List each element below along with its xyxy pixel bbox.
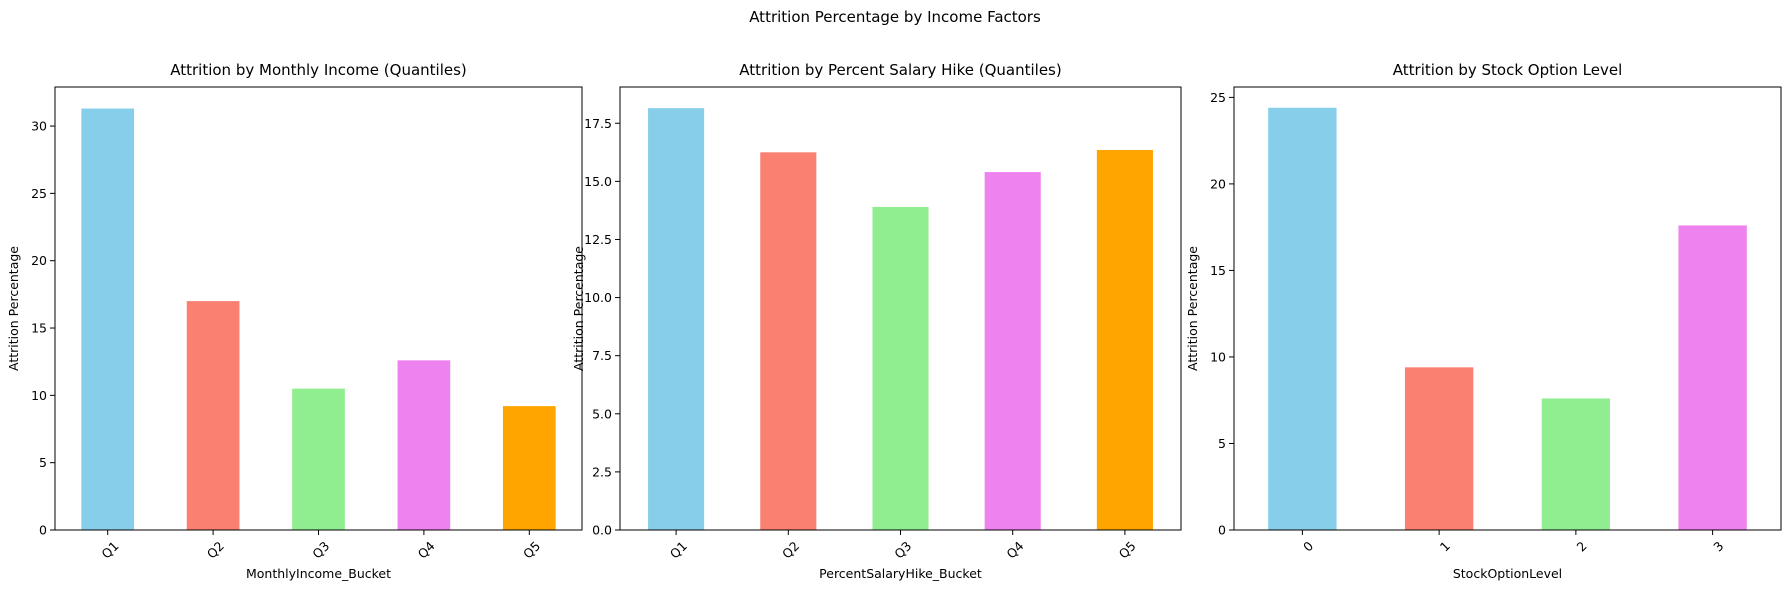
y-tick-label: 7.5	[592, 348, 612, 363]
y-tick-label: 15.0	[584, 174, 612, 189]
x-tick-label: 3	[1710, 538, 1726, 554]
x-tick-label: Q5	[520, 538, 543, 561]
chart-panel-3: Attrition by Stock Option Level051015202…	[1185, 61, 1782, 581]
bar-Q5	[1096, 149, 1153, 530]
x-tick-label: Q4	[415, 538, 438, 561]
y-tick-label: 0	[1218, 523, 1226, 538]
chart-title: Attrition by Stock Option Level	[1393, 61, 1622, 79]
bar-2	[1541, 398, 1611, 530]
chart-panel-2: Attrition by Percent Salary Hike (Quanti…	[571, 61, 1182, 581]
y-tick-label: 15	[1210, 263, 1226, 278]
x-tick-label: Q4	[1003, 538, 1026, 561]
x-tick-label: 0	[1300, 538, 1316, 554]
y-tick-label: 0	[39, 523, 47, 538]
bar-Q3	[872, 206, 929, 531]
chart-panels: Attrition by Monthly Income (Quantiles) 0…	[6, 61, 1782, 581]
axes-frame	[1233, 86, 1782, 531]
x-tick-label: Q1	[667, 538, 690, 561]
y-tick-label: 20	[1210, 176, 1226, 191]
bar-0	[1268, 107, 1337, 530]
y-tick-label: 12.5	[584, 232, 612, 247]
x-tick-label: Q1	[98, 538, 121, 561]
bar-1	[1404, 367, 1474, 530]
y-tick-label: 10	[31, 388, 47, 403]
x-tick-label: Q2	[204, 538, 227, 561]
y-tick-label: 5.0	[592, 406, 612, 421]
y-tick-label: 10.0	[584, 290, 612, 305]
y-tick-label: 20	[31, 253, 47, 268]
y-tick-label: 5	[1218, 436, 1226, 451]
chart-title: Attrition by Monthly Income (Quantiles)	[170, 61, 467, 79]
y-axis-label: Attrition Percentage	[571, 246, 586, 371]
y-tick-label: 5	[39, 455, 47, 470]
x-axis-label: PercentSalaryHike_Bucket	[819, 566, 982, 581]
x-axis-label: StockOptionLevel	[1453, 566, 1562, 581]
y-tick-label: 15	[31, 321, 47, 336]
bar-Q3	[292, 388, 345, 530]
chart-title: Attrition by Percent Salary Hike (Quanti…	[739, 61, 1061, 79]
y-axis-label: Attrition Percentage	[6, 246, 21, 371]
bar-Q1	[648, 108, 705, 530]
y-tick-label: 25	[31, 186, 47, 201]
y-tick-label: 30	[31, 119, 47, 134]
x-tick-label: Q5	[1116, 538, 1139, 561]
bar-Q1	[81, 108, 135, 531]
y-tick-label: 0.0	[592, 523, 612, 538]
x-tick-label: 1	[1437, 538, 1453, 554]
bar-Q2	[760, 152, 817, 530]
y-tick-label: 25	[1210, 90, 1226, 105]
x-tick-label: Q2	[779, 538, 802, 561]
x-tick-label: Q3	[891, 538, 914, 561]
y-tick-label: 2.5	[592, 464, 612, 479]
bar-3	[1678, 225, 1747, 530]
y-tick-label: 17.5	[584, 116, 612, 131]
x-tick-label: 2	[1574, 538, 1590, 554]
x-axis-label: MonthlyIncome_Bucket	[246, 566, 391, 581]
y-axis-label: Attrition Percentage	[1185, 246, 1200, 371]
bar-Q2	[186, 301, 240, 530]
y-tick-label: 10	[1210, 349, 1226, 364]
figure-suptitle: Attrition Percentage by Income Factors	[749, 8, 1041, 26]
bar-Q4	[397, 360, 451, 530]
chart-panel-1: Attrition by Monthly Income (Quantiles) 0…	[6, 61, 583, 581]
bar-Q4	[984, 172, 1041, 531]
bar-Q5	[502, 406, 556, 530]
x-tick-label: Q3	[309, 538, 332, 561]
